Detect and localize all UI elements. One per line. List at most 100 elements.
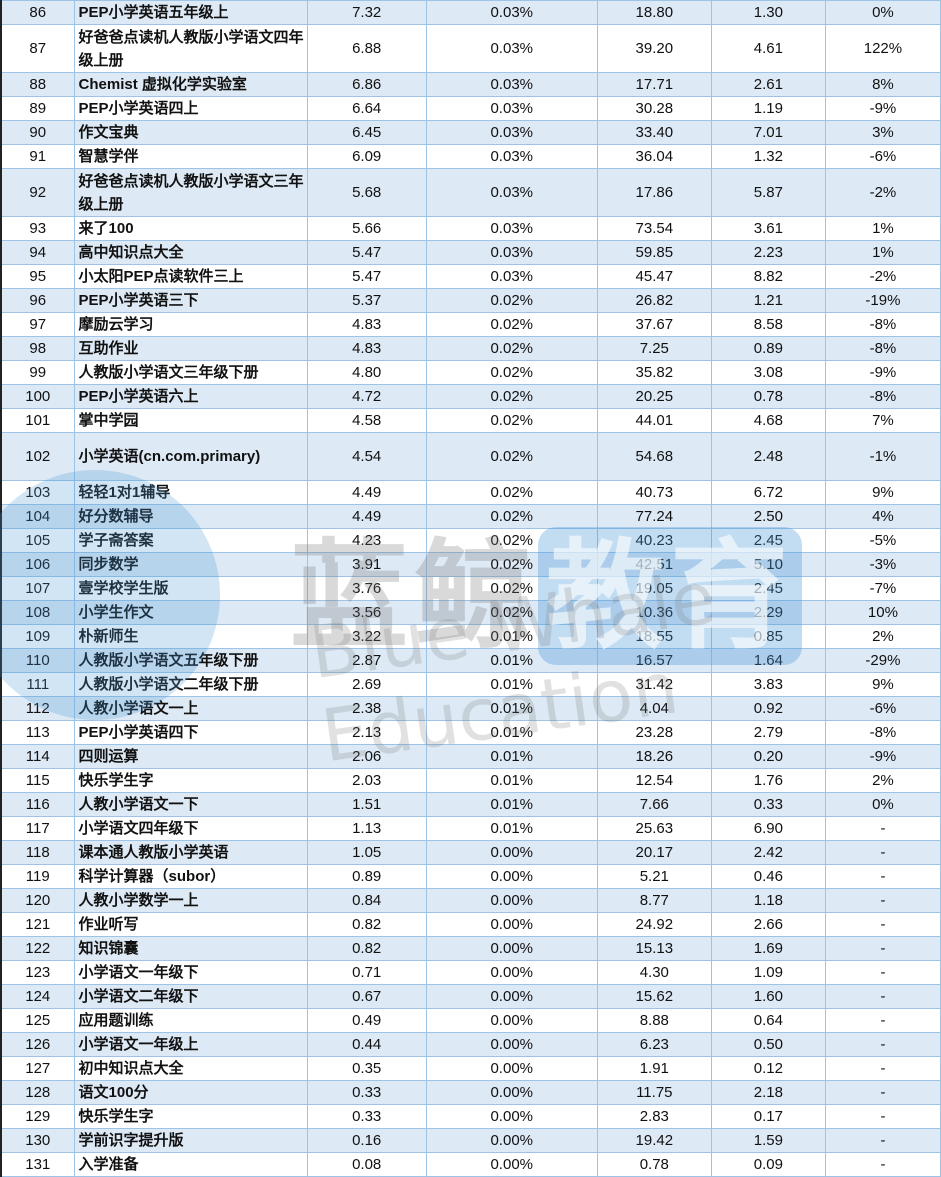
table-row: 130 学前识字提升版 0.16 0.00% 19.42 1.59- xyxy=(0,1128,941,1153)
app-name-cell: 快乐学生字 xyxy=(73,768,308,793)
rank-cell: 116 xyxy=(0,792,75,817)
app-name-cell: Chemist 虚拟化学实验室 xyxy=(73,72,308,97)
app-name-cell: 掌中学园 xyxy=(73,408,308,433)
app-name-cell: 智慧学伴 xyxy=(73,144,308,169)
table-row: 108 小学生作文 3.56 0.02% 10.36 2.29 10% xyxy=(0,600,941,625)
metric2-cell: 1.21 xyxy=(710,288,826,313)
share-cell: 0.00% xyxy=(425,840,598,865)
share-cell: 0.00% xyxy=(425,888,598,913)
metric2-cell: 4.61 xyxy=(710,24,826,73)
metric2-cell: 0.89 xyxy=(710,336,826,361)
change-cell: -3% xyxy=(824,552,941,577)
rank-cell: 104 xyxy=(0,504,75,529)
share-cell: 0.02% xyxy=(425,384,598,409)
app-name-cell: 小学语文四年级下 xyxy=(73,816,308,841)
share-cell: 0.03% xyxy=(425,144,598,169)
change-cell: 1% xyxy=(824,240,941,265)
metric-cell: 18.55 xyxy=(596,624,712,649)
share-cell: 0.00% xyxy=(425,936,598,961)
share-cell: 0.03% xyxy=(425,96,598,121)
table-row: 121 作业听写 0.82 0.00% 24.92 2.66- xyxy=(0,912,941,937)
value-cell: 4.80 xyxy=(306,360,427,385)
value-cell: 5.37 xyxy=(306,288,427,313)
rank-cell: 111 xyxy=(0,672,75,697)
metric-cell: 73.54 xyxy=(596,216,712,241)
table-row: 90 作文宝典 6.45 0.03% 33.40 7.01 3% xyxy=(0,120,941,145)
metric-cell: 45.47 xyxy=(596,264,712,289)
share-cell: 0.01% xyxy=(425,744,598,769)
share-cell: 0.03% xyxy=(425,24,598,73)
rank-cell: 88 xyxy=(0,72,75,97)
table-row: 102 小学英语(cn.com.primary) 4.54 0.02% 54.68 2.4… xyxy=(0,432,941,481)
metric2-cell: 2.45 xyxy=(710,528,826,553)
app-name-cell: 小学生作文 xyxy=(73,600,308,625)
table-row: 96 PEP小学英语三下 5.37 0.02% 26.82 1.21 -19% xyxy=(0,288,941,313)
value-cell: 1.05 xyxy=(306,840,427,865)
metric-cell: 54.68 xyxy=(596,432,712,481)
value-cell: 2.06 xyxy=(306,744,427,769)
value-cell: 3.76 xyxy=(306,576,427,601)
metric-cell: 0.78 xyxy=(596,1152,712,1177)
app-name-cell: 小学语文一年级上 xyxy=(73,1032,308,1057)
share-cell: 0.02% xyxy=(425,576,598,601)
share-cell: 0.01% xyxy=(425,768,598,793)
change-cell: -7% xyxy=(824,576,941,601)
table-row: 87 好爸爸点读机人教版小学语文四年级上册 6.88 0.03% 39.20 4.61 12… xyxy=(0,24,941,73)
table-row: 129 快乐学生字 0.33 0.00% 2.83 0.17- xyxy=(0,1104,941,1129)
app-name-cell: 小太阳PEP点读软件三上 xyxy=(73,264,308,289)
share-cell: 0.02% xyxy=(425,408,598,433)
value-cell: 4.23 xyxy=(306,528,427,553)
table-row: 120 人教小学数学一上 0.84 0.00% 8.77 1.18- xyxy=(0,888,941,913)
change-cell: 0% xyxy=(824,0,941,25)
table-row: 88 Chemist 虚拟化学实验室 6.86 0.03% 17.71 2.61 8% xyxy=(0,72,941,97)
metric-cell: 12.54 xyxy=(596,768,712,793)
value-cell: 4.54 xyxy=(306,432,427,481)
value-cell: 5.47 xyxy=(306,240,427,265)
rank-cell: 115 xyxy=(0,768,75,793)
value-cell: 3.56 xyxy=(306,600,427,625)
app-name-cell: 人教小学数学一上 xyxy=(73,888,308,913)
value-cell: 2.69 xyxy=(306,672,427,697)
table-row: 123 小学语文一年级下 0.71 0.00% 4.30 1.09- xyxy=(0,960,941,985)
metric2-cell: 1.19 xyxy=(710,96,826,121)
change-cell: 1% xyxy=(824,216,941,241)
value-cell: 0.44 xyxy=(306,1032,427,1057)
value-cell: 0.33 xyxy=(306,1104,427,1129)
table-row: 113 PEP小学英语四下 2.13 0.01% 23.28 2.79 -8% xyxy=(0,720,941,745)
metric-cell: 20.25 xyxy=(596,384,712,409)
metric2-cell: 1.09 xyxy=(710,960,826,985)
share-cell: 0.01% xyxy=(425,696,598,721)
rank-cell: 102 xyxy=(0,432,75,481)
rank-cell: 128 xyxy=(0,1080,75,1105)
metric2-cell: 1.32 xyxy=(710,144,826,169)
table-row: 99 人教版小学语文三年级下册 4.80 0.02% 35.82 3.08 -9% xyxy=(0,360,941,385)
rank-cell: 119 xyxy=(0,864,75,889)
table-row: 86 PEP小学英语五年级上 7.32 0.03% 18.80 1.30 0% xyxy=(0,0,941,25)
table-row: 127 初中知识点大全 0.35 0.00% 1.91 0.12- xyxy=(0,1056,941,1081)
app-name-cell: 来了100 xyxy=(73,216,308,241)
share-cell: 0.02% xyxy=(425,528,598,553)
metric2-cell: 5.87 xyxy=(710,168,826,217)
value-cell: 1.51 xyxy=(306,792,427,817)
metric2-cell: 3.61 xyxy=(710,216,826,241)
value-cell: 0.71 xyxy=(306,960,427,985)
change-cell: -6% xyxy=(824,144,941,169)
share-cell: 0.02% xyxy=(425,360,598,385)
app-name-cell: 知识锦囊 xyxy=(73,936,308,961)
table-row: 106 同步数学 3.91 0.02% 42.51 5.10 -3% xyxy=(0,552,941,577)
share-cell: 0.02% xyxy=(425,504,598,529)
metric-cell: 6.23 xyxy=(596,1032,712,1057)
rank-cell: 106 xyxy=(0,552,75,577)
rank-cell: 97 xyxy=(0,312,75,337)
value-cell: 2.03 xyxy=(306,768,427,793)
rank-cell: 105 xyxy=(0,528,75,553)
rank-cell: 131 xyxy=(0,1152,75,1177)
app-name-cell: 摩励云学习 xyxy=(73,312,308,337)
metric-cell: 59.85 xyxy=(596,240,712,265)
rank-cell: 91 xyxy=(0,144,75,169)
rank-cell: 108 xyxy=(0,600,75,625)
app-name-cell: 入学准备 xyxy=(73,1152,308,1177)
table-row: 112 人教小学语文一上 2.38 0.01% 4.04 0.92 -6% xyxy=(0,696,941,721)
metric-cell: 42.51 xyxy=(596,552,712,577)
change-cell: -8% xyxy=(824,384,941,409)
